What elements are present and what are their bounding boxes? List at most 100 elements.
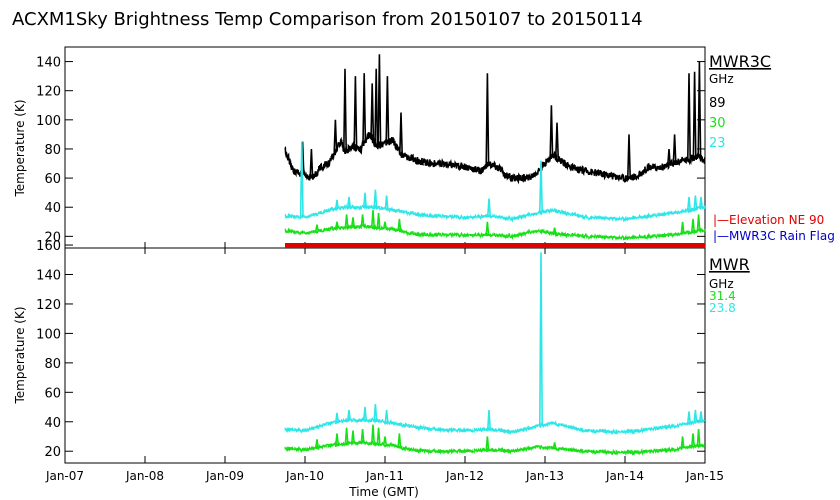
data-series (284, 54, 706, 457)
series-spike (360, 429, 365, 443)
series-spike (384, 409, 389, 423)
series-spike (680, 436, 685, 449)
y-tick-label: 80 (44, 143, 61, 158)
series-spike (552, 227, 557, 234)
axis-ticks: Jan-07 Jan-08 Jan-09 Jan-10 Jan-11 Jan-12 Jan-… (36, 56, 724, 483)
x-tick-label: Jan-14 (605, 469, 644, 483)
series-spike (691, 218, 695, 232)
series-spike (344, 214, 349, 228)
y-tick-label: 60 (44, 172, 61, 187)
series-spike (485, 73, 490, 166)
series-spike (347, 196, 351, 208)
y-tick-label: 20 (44, 230, 61, 245)
series-spike (353, 76, 358, 147)
series-spike (385, 76, 390, 143)
series-spike (363, 192, 367, 208)
series-spike (384, 195, 389, 210)
bottom-legend-freq-31-4: 31.4 (709, 289, 736, 303)
series-spike (539, 252, 543, 426)
top-legend-freq-23: 23 (709, 136, 726, 151)
x-tick-label: Jan-08 (125, 469, 164, 483)
series-spike (693, 195, 698, 210)
elevation-flag-bar (285, 243, 705, 248)
series-spike (627, 134, 631, 178)
series-line (284, 222, 706, 241)
series-spike (347, 409, 351, 421)
series-spike (335, 199, 339, 209)
top-legend-freq-30: 30 (709, 116, 726, 131)
bottom-ylabel: Temperature (K) (13, 306, 27, 404)
series-spike (373, 404, 378, 421)
series-spike (383, 436, 387, 445)
series-spike (549, 105, 554, 157)
series-spike (397, 218, 402, 231)
y-tick-label: 40 (44, 416, 61, 431)
series-spike (667, 148, 671, 166)
series-spike (351, 217, 355, 228)
series-spike (333, 119, 338, 152)
x-tick-label: Jan-12 (445, 469, 484, 483)
series-spike (693, 409, 698, 423)
series-spike (687, 411, 691, 424)
series-spike (692, 71, 697, 158)
x-tick-label: Jan-09 (205, 469, 244, 483)
series-spike (699, 411, 703, 422)
series-spike (371, 210, 375, 228)
bottom-legend-instrument: MWR (709, 255, 750, 274)
series-spike (335, 433, 339, 445)
series-spike (377, 54, 382, 146)
series-spike (485, 221, 490, 235)
series-spike (691, 433, 695, 447)
series-spike (344, 427, 349, 444)
series-spike (362, 73, 367, 144)
series-spike (373, 189, 378, 208)
series-spike (696, 214, 701, 232)
y-tick-label: 80 (44, 357, 61, 372)
flag-legend-elevation: |—Elevation NE 90 (713, 213, 824, 227)
x-tick-label: Jan-15 (685, 469, 724, 483)
y-tick-label: 120 (36, 85, 61, 100)
top-legend-instrument: MWR3C (709, 52, 771, 71)
series-spike (485, 436, 490, 450)
y-tick-label: 40 (44, 201, 61, 216)
y-tick-label: 140 (36, 56, 61, 71)
series-spike (351, 430, 355, 444)
series-spike (539, 160, 543, 213)
y-tick-label: 100 (36, 114, 61, 129)
series-spike (315, 439, 319, 448)
y-tick-label: 120 (36, 298, 61, 313)
series-spike (672, 134, 677, 163)
x-tick-label: Jan-07 (45, 469, 84, 483)
series-spike (360, 214, 365, 227)
series-spike (299, 141, 304, 218)
bottom-legend-unit: GHz (709, 277, 734, 291)
x-tick-label: Jan-10 (285, 469, 324, 483)
series-spike (376, 212, 381, 228)
top-legend-freq-89: 89 (709, 96, 726, 111)
series-line (284, 132, 706, 185)
series-spike (370, 83, 375, 140)
series-line (284, 416, 706, 436)
series-spike (696, 429, 701, 446)
series-spike (680, 221, 685, 234)
series-spike (687, 196, 691, 211)
series-spike (397, 433, 402, 448)
series-spike (376, 427, 381, 445)
series-spike (383, 221, 387, 229)
series-spike (552, 442, 557, 449)
series-spike (374, 68, 379, 145)
y-tick-label: 100 (36, 327, 61, 342)
series-spike (309, 148, 314, 178)
series-line (284, 438, 706, 457)
series-spike (335, 221, 339, 229)
top-ylabel: Temperature (K) (13, 99, 27, 197)
x-tick-label: Jan-11 (365, 469, 404, 483)
series-spike (687, 73, 691, 160)
series-line (284, 203, 706, 223)
y-tick-label: 160 (36, 239, 61, 254)
flag-legend-rain: |—MWR3C Rain Flag (713, 229, 835, 243)
bottom-legend-freq-23-8: 23.8 (709, 301, 736, 315)
chart-title: ACXM1Sky Brightness Temp Comparison from… (12, 9, 643, 30)
series-spike (697, 61, 702, 158)
